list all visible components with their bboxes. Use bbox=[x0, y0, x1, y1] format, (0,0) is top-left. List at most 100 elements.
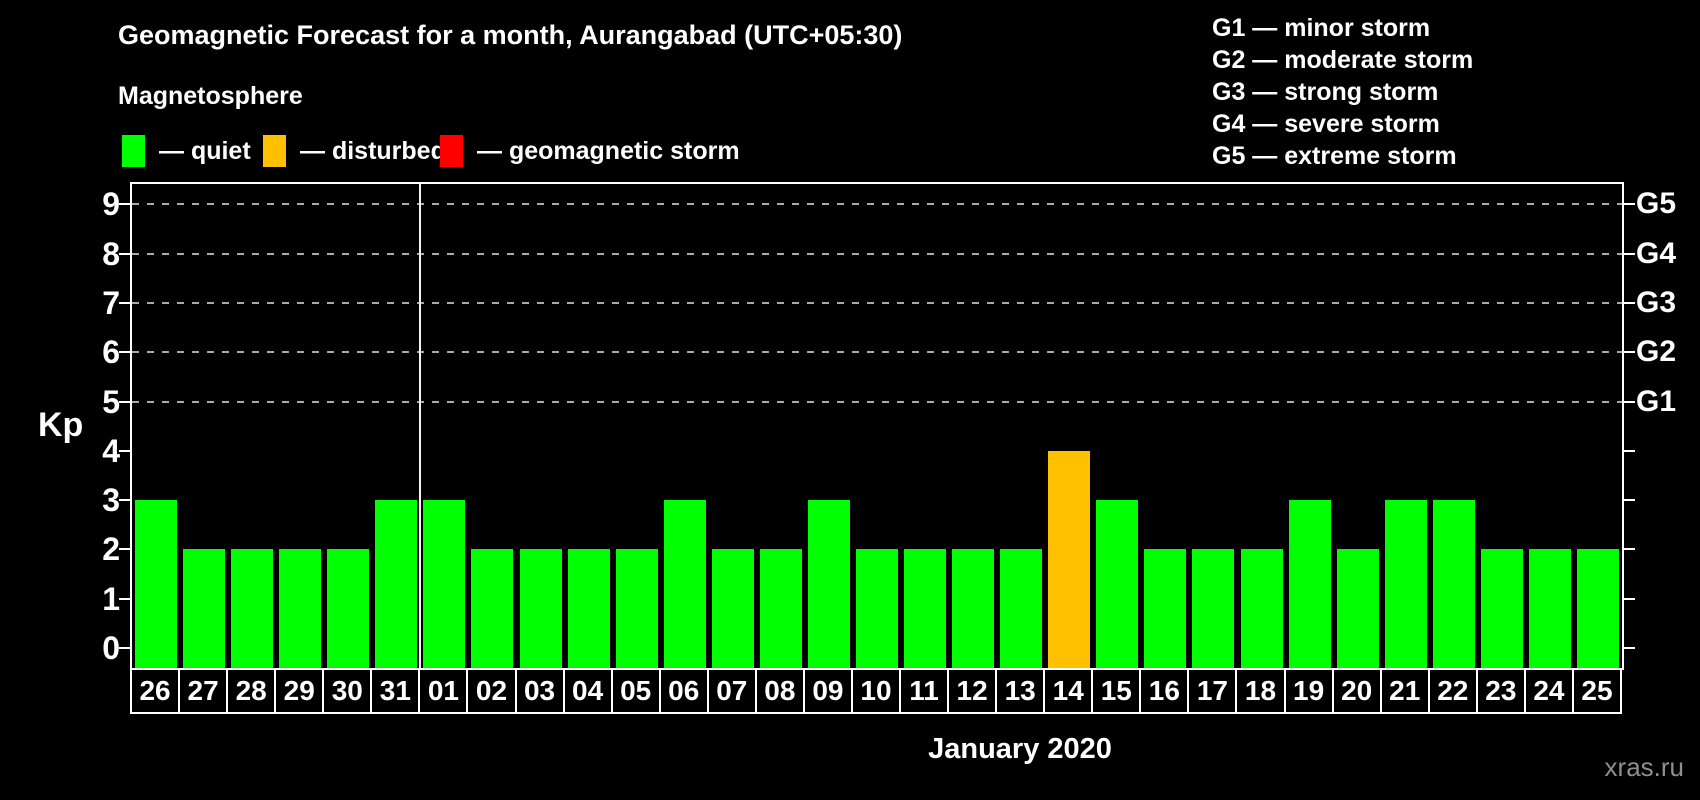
y-tick-left-5 bbox=[119, 401, 130, 403]
y-tick-left-6 bbox=[119, 351, 130, 353]
y-tick-label-7: 7 bbox=[102, 285, 120, 321]
day-label-box-07: 07 bbox=[706, 668, 757, 714]
y-tick-label-2: 2 bbox=[102, 531, 120, 567]
day-axis-row: 26 27 28 29 30 31 01 02 03 04 05 06 07 08 09 10 11 12 13 14… bbox=[130, 668, 1624, 716]
g-legend-line-2: G2 — moderate storm bbox=[1212, 46, 1474, 74]
g-axis-label-g3: G3 bbox=[1636, 286, 1677, 319]
legend-label-quiet: — quiet bbox=[159, 136, 251, 165]
legend-swatch-disturbed bbox=[263, 135, 286, 167]
gridline-kp5 bbox=[132, 401, 1622, 403]
day-label-box-20: 20 bbox=[1331, 668, 1382, 714]
y-tick-right-4 bbox=[1624, 450, 1635, 452]
day-label-box-29: 29 bbox=[274, 668, 325, 714]
bar-day-19 bbox=[1289, 500, 1331, 668]
day-label-box-03: 03 bbox=[514, 668, 565, 714]
g-legend-line-3: G3 — strong storm bbox=[1212, 78, 1439, 106]
bar-day-07 bbox=[712, 549, 754, 668]
bar-day-29 bbox=[279, 549, 321, 668]
day-label-box-10: 10 bbox=[850, 668, 902, 714]
day-label-box-28: 28 bbox=[226, 668, 277, 714]
legend-swatch-quiet bbox=[122, 135, 145, 167]
bar-day-15 bbox=[1096, 500, 1138, 668]
g-axis-label-g4: G4 bbox=[1636, 237, 1677, 270]
g-legend-line-1: G1 — minor storm bbox=[1212, 14, 1431, 42]
day-label-box-02: 02 bbox=[466, 668, 517, 714]
day-label-box-22: 22 bbox=[1427, 668, 1478, 714]
day-label-box-24: 24 bbox=[1523, 668, 1574, 714]
legend-disturbed: — disturbed bbox=[263, 135, 446, 167]
bar-day-11 bbox=[904, 549, 946, 668]
month-separator-line bbox=[419, 184, 421, 668]
y-tick-right-7 bbox=[1624, 302, 1635, 304]
plot-area: 0 1 2 3 4 5 6 7 8 9 G1 G2 G3 G4 G5 bbox=[102, 182, 1676, 670]
day-label-box-12: 12 bbox=[947, 668, 998, 714]
y-tick-label-9: 9 bbox=[102, 186, 120, 222]
g-legend-line-5: G5 — extreme storm bbox=[1212, 142, 1457, 170]
legend-label-storm: — geomagnetic storm bbox=[477, 136, 740, 165]
bar-day-04 bbox=[568, 549, 610, 668]
bar-day-14 bbox=[1048, 451, 1090, 668]
legend-storm: — geomagnetic storm bbox=[440, 135, 740, 167]
g-axis-label-g2: G2 bbox=[1636, 335, 1677, 368]
bar-day-22 bbox=[1433, 500, 1475, 668]
day-label-box-30: 30 bbox=[322, 668, 373, 714]
bar-day-12 bbox=[952, 549, 994, 668]
day-label-box-23: 23 bbox=[1475, 668, 1526, 714]
day-label-box-19: 19 bbox=[1283, 668, 1334, 714]
day-label-box-26: 26 bbox=[130, 668, 181, 714]
bar-day-13 bbox=[1000, 549, 1042, 668]
subtitle-magnetosphere: Magnetosphere bbox=[118, 82, 303, 110]
day-label-box-17: 17 bbox=[1187, 668, 1238, 714]
gridline-kp8 bbox=[132, 253, 1622, 255]
y-tick-left-8 bbox=[119, 253, 130, 255]
bar-day-06 bbox=[664, 500, 706, 668]
y-tick-label-1: 1 bbox=[102, 581, 120, 617]
bar-day-03 bbox=[520, 549, 562, 668]
bar-day-18 bbox=[1241, 549, 1283, 668]
gridline-kp6 bbox=[132, 351, 1622, 353]
day-label-box-11: 11 bbox=[899, 668, 950, 714]
bar-day-27 bbox=[183, 549, 225, 668]
day-label-box-18: 18 bbox=[1235, 668, 1286, 714]
month-label: January 2020 bbox=[928, 733, 1112, 765]
y-tick-right-5 bbox=[1624, 401, 1635, 403]
day-label-box-25: 25 bbox=[1571, 668, 1622, 714]
day-label-box-27: 27 bbox=[178, 668, 229, 714]
y-tick-left-4 bbox=[119, 450, 130, 452]
y-tick-right-8 bbox=[1624, 253, 1635, 255]
bar-day-25 bbox=[1577, 549, 1619, 668]
y-tick-label-6: 6 bbox=[102, 334, 120, 370]
bar-day-02 bbox=[471, 549, 513, 668]
page-title: Geomagnetic Forecast for a month, Aurang… bbox=[118, 20, 903, 50]
legend-quiet: — quiet bbox=[122, 135, 251, 167]
y-tick-right-1 bbox=[1624, 598, 1635, 600]
bar-day-28 bbox=[231, 549, 273, 668]
y-tick-right-2 bbox=[1624, 548, 1635, 550]
g-legend-line-4: G4 — severe storm bbox=[1212, 110, 1440, 138]
day-label-box-14: 14 bbox=[1043, 668, 1094, 714]
g-axis-label-g1: G1 bbox=[1636, 385, 1677, 418]
bar-day-17 bbox=[1192, 549, 1234, 668]
y-tick-left-7 bbox=[119, 302, 130, 304]
day-label-box-05: 05 bbox=[610, 668, 661, 714]
y-tick-label-4: 4 bbox=[102, 433, 120, 469]
y-tick-left-9 bbox=[119, 203, 130, 205]
y-tick-right-0 bbox=[1624, 647, 1635, 649]
bar-day-20 bbox=[1337, 549, 1379, 668]
bar-day-09 bbox=[808, 500, 850, 668]
y-tick-label-3: 3 bbox=[102, 482, 120, 518]
y-tick-label-5: 5 bbox=[102, 384, 120, 420]
watermark-xras: xras.ru bbox=[1604, 752, 1684, 782]
day-label-box-01: 01 bbox=[418, 668, 469, 714]
bar-day-21 bbox=[1385, 500, 1427, 668]
day-label-box-16: 16 bbox=[1139, 668, 1190, 714]
bar-day-05 bbox=[616, 549, 658, 668]
bar-day-08 bbox=[760, 549, 802, 668]
y-tick-left-3 bbox=[119, 499, 130, 501]
gridline-kp9 bbox=[132, 203, 1622, 205]
bar-day-16 bbox=[1144, 549, 1186, 668]
kp-axis-label: Kp bbox=[38, 406, 84, 444]
day-label-box-04: 04 bbox=[562, 668, 613, 714]
day-label-box-09: 09 bbox=[802, 668, 853, 714]
